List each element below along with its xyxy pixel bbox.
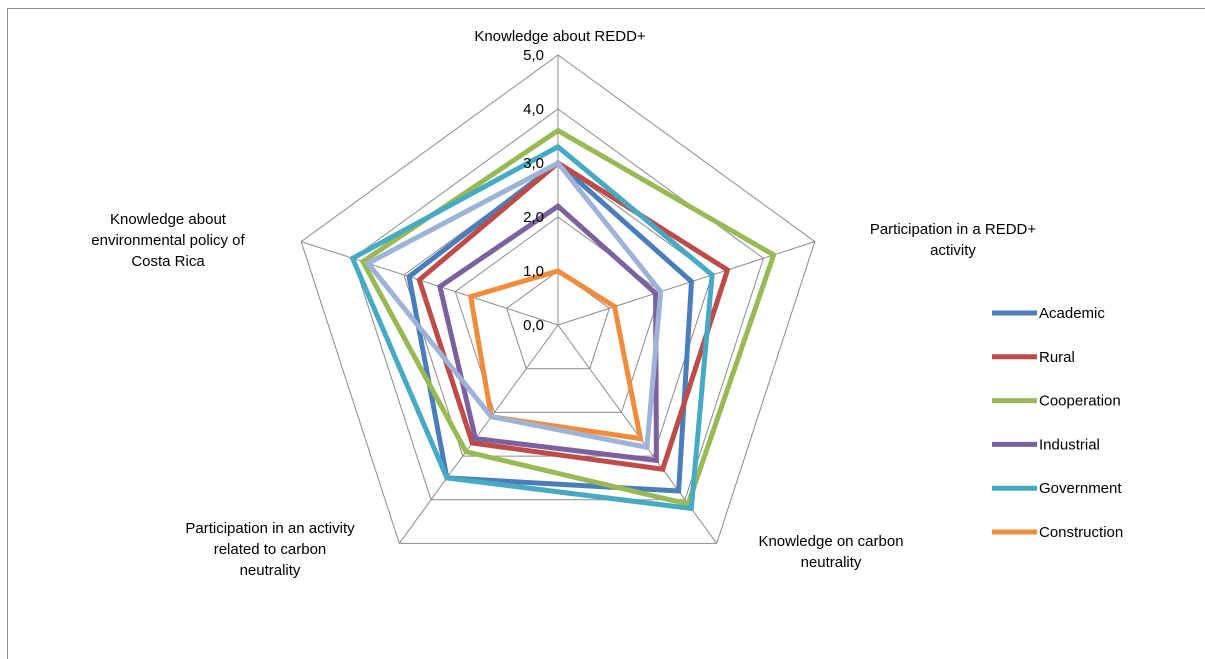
axis-label-4: Knowledge about environmental policy of Co…	[91, 211, 245, 270]
tick-label-1: 1,0	[523, 263, 544, 280]
legend-label-construction: Construction	[1039, 524, 1123, 541]
legend-label-cooperation: Cooperation	[1039, 393, 1121, 410]
axis-label-1: Participation in a REDD+ activity	[870, 221, 1037, 259]
axis-label-3: Participation in an activity related to c…	[185, 520, 355, 579]
series-construction	[471, 271, 641, 439]
legend-label-government: Government	[1039, 480, 1122, 497]
tick-label-0: 0,0	[523, 317, 544, 334]
legend: Academic Rural Cooperation Industrial Govern…	[992, 305, 1123, 541]
tick-label-3: 3,0	[523, 155, 544, 172]
tick-label-5: 5,0	[523, 47, 544, 64]
legend-label-academic: Academic	[1039, 305, 1105, 322]
tick-label-2: 2,0	[523, 209, 544, 226]
radar-axis-labels: Knowledge about REDD+ Participation in a …	[91, 28, 1036, 579]
legend-label-rural: Rural	[1039, 349, 1075, 366]
axis-label-0: Knowledge about REDD+	[474, 28, 646, 45]
legend-label-industrial: Industrial	[1039, 436, 1100, 453]
tick-label-4: 4,0	[523, 101, 544, 118]
axis-label-2: Knowledge on carbon neutrality	[758, 533, 903, 571]
